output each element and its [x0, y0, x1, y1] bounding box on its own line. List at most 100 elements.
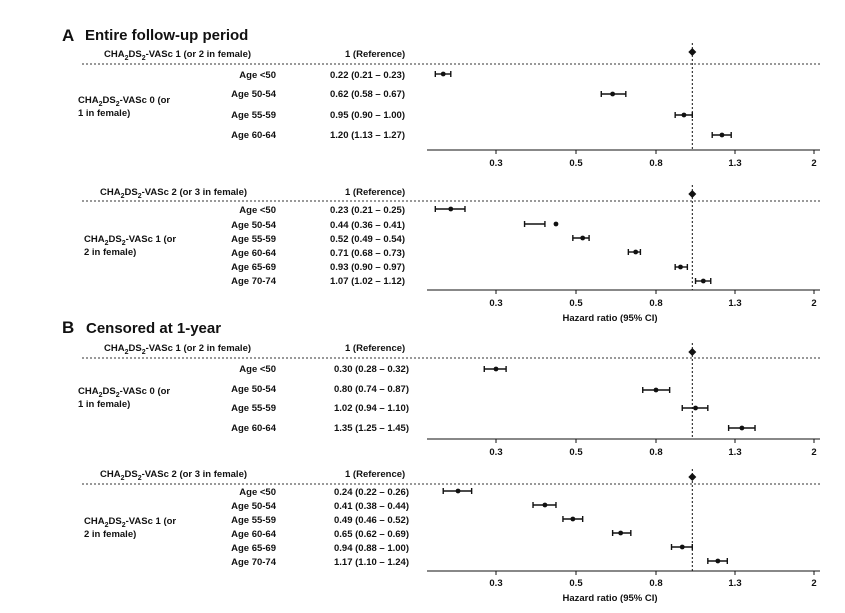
x-tick-label: 0.5: [569, 158, 583, 169]
age-label: Age 70-74: [231, 276, 277, 287]
reference-value: 1 (Reference): [345, 343, 405, 354]
ci-text: 0.41 (0.38 – 0.44): [334, 501, 409, 512]
x-tick-label: 0.8: [649, 578, 662, 589]
ci-text: 1.07 (1.02 – 1.12): [330, 276, 405, 287]
age-label: Age 55-59: [231, 234, 276, 245]
age-label: Age 60-64: [231, 130, 277, 141]
x-axis-label: Hazard ratio (95% CI): [562, 313, 657, 324]
hazard-point: [678, 264, 683, 270]
age-label: Age 55-59: [231, 110, 276, 121]
reference-value: 1 (Reference): [345, 469, 405, 480]
ci-text: 0.24 (0.22 – 0.26): [334, 487, 409, 498]
age-label: Age 65-69: [231, 543, 276, 554]
hazard-point: [580, 235, 586, 241]
forest-panel-b2: CHA2DS2-VASc 2 (or 3 in female) 1 (Refer…: [82, 469, 822, 604]
ci-text: 0.30 (0.28 – 0.32): [334, 364, 409, 375]
reference-label: CHA2DS2-VASc 1 (or 2 in female): [104, 343, 251, 356]
hazard-point: [542, 502, 548, 508]
hazard-point: [739, 425, 745, 431]
group-label: CHA2DS2-VASc 1 (or: [84, 234, 176, 247]
group-label: CHA2DS2-VASc 0 (or: [78, 95, 170, 108]
x-tick-label: 0.8: [649, 298, 662, 309]
x-tick-label: 1.3: [728, 298, 741, 309]
x-tick-label: 1.3: [728, 447, 741, 458]
section-title: Censored at 1-year: [86, 320, 221, 337]
hazard-point: [610, 91, 616, 97]
x-tick-label: 0.3: [489, 447, 502, 458]
x-tick-label: 2: [811, 447, 816, 458]
age-label: Age 60-64: [231, 423, 277, 434]
ci-text: 0.23 (0.21 – 0.25): [330, 205, 405, 216]
forest-plot-marks: [434, 43, 815, 575]
x-tick-label: 2: [811, 158, 816, 169]
age-label: Age 70-74: [231, 557, 277, 568]
reference-label: CHA2DS2-VASc 2 (or 3 in female): [100, 187, 247, 200]
x-tick-label: 0.5: [569, 578, 583, 589]
reference-diamond: [688, 190, 697, 198]
ci-text: 1.35 (1.25 – 1.45): [334, 423, 409, 434]
ci-text: 0.65 (0.62 – 0.69): [334, 529, 409, 540]
age-label: Age <50: [239, 364, 276, 375]
forest-panel-a2: CHA2DS2-VASc 2 (or 3 in female) 1 (Refer…: [82, 187, 822, 324]
ci-text: 0.80 (0.74 – 0.87): [334, 384, 409, 395]
hazard-point: [493, 366, 499, 372]
x-tick-label: 0.8: [649, 447, 662, 458]
x-tick-label: 0.3: [489, 578, 502, 589]
x-axis-label: Hazard ratio (95% CI): [562, 593, 657, 604]
group-label-line2: 2 in female): [84, 247, 136, 258]
ci-text: 0.62 (0.58 – 0.67): [330, 89, 405, 100]
hazard-point: [455, 488, 461, 494]
hazard-point: [553, 221, 559, 227]
forest-panel-b1: CHA2DS2-VASc 1 (or 2 in female) 1 (Refer…: [78, 343, 822, 458]
age-label: Age <50: [239, 70, 276, 81]
reference-value: 1 (Reference): [345, 187, 405, 198]
hazard-point: [448, 206, 454, 212]
group-label-line2: 1 in female): [78, 399, 130, 410]
group-label: CHA2DS2-VASc 0 (or: [78, 386, 170, 399]
ci-text: 1.17 (1.10 – 1.24): [334, 557, 409, 568]
age-label: Age 55-59: [231, 403, 276, 414]
x-tick-label: 0.3: [489, 158, 502, 169]
hazard-point: [693, 405, 698, 411]
hazard-point: [719, 132, 725, 138]
reference-label: CHA2DS2-VASc 1 (or 2 in female): [104, 49, 251, 62]
x-tick-label: 2: [811, 578, 816, 589]
ci-text: 0.49 (0.46 – 0.52): [334, 515, 409, 526]
ci-text: 0.22 (0.21 – 0.23): [330, 70, 405, 81]
x-tick-label: 1.3: [728, 158, 741, 169]
hazard-point: [618, 530, 624, 536]
hazard-point: [570, 516, 576, 522]
ci-text: 0.52 (0.49 – 0.54): [330, 234, 405, 245]
hazard-point: [715, 558, 721, 564]
age-label: Age 50-54: [231, 501, 277, 512]
forest-panel-a1: CHA2DS2-VASc 1 (or 2 in female) 1 (Refer…: [78, 49, 822, 169]
section-title: Entire follow-up period: [85, 27, 248, 44]
x-tick-label: 1.3: [728, 578, 741, 589]
age-label: Age <50: [239, 205, 276, 216]
age-label: Age 60-64: [231, 248, 277, 259]
age-label: Age 50-54: [231, 384, 277, 395]
hazard-point: [700, 278, 706, 284]
hazard-point: [440, 71, 446, 77]
section-letter: A: [62, 26, 74, 45]
hazard-point: [681, 112, 687, 118]
reference-value: 1 (Reference): [345, 49, 405, 60]
age-label: Age 60-64: [231, 529, 277, 540]
hazard-point: [653, 387, 659, 393]
reference-diamond: [688, 348, 697, 356]
ci-text: 0.94 (0.88 – 1.00): [334, 543, 409, 554]
hazard-point: [633, 249, 639, 255]
group-label: CHA2DS2-VASc 1 (or: [84, 516, 176, 529]
ci-text: 0.95 (0.90 – 1.00): [330, 110, 405, 121]
x-tick-label: 0.8: [649, 158, 662, 169]
section-letter: B: [62, 318, 74, 337]
x-tick-label: 0.5: [569, 447, 583, 458]
age-label: Age 55-59: [231, 515, 276, 526]
age-label: Age 50-54: [231, 89, 277, 100]
ci-text: 0.71 (0.68 – 0.73): [330, 248, 405, 259]
reference-label: CHA2DS2-VASc 2 (or 3 in female): [100, 469, 247, 482]
hazard-point: [679, 544, 685, 550]
ci-text: 0.44 (0.36 – 0.41): [330, 220, 405, 231]
ci-text: 1.20 (1.13 – 1.27): [330, 130, 405, 141]
